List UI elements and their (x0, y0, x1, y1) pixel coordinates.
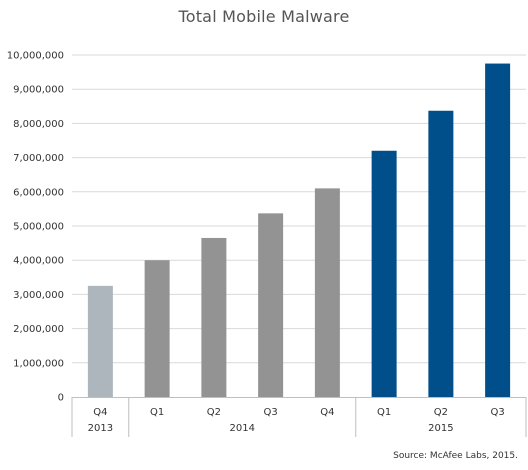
category-label: Q2 (207, 407, 221, 418)
y-tick-label: 8,000,000 (13, 119, 64, 130)
y-tick-label: 2,000,000 (13, 324, 64, 335)
category-label: Q2 (434, 407, 448, 418)
y-tick-label: 4,000,000 (13, 256, 64, 267)
bar (258, 213, 284, 397)
bar (314, 188, 340, 397)
y-tick-label: 1,000,000 (13, 358, 64, 369)
y-tick-label: 10,000,000 (7, 51, 64, 62)
category-label: Q3 (264, 407, 278, 418)
chart-title: Total Mobile Malware (178, 7, 350, 26)
bar (144, 260, 170, 397)
category-label: Q3 (491, 407, 505, 418)
category-label: Q1 (377, 407, 391, 418)
bar (485, 63, 511, 398)
bar (87, 285, 113, 397)
group-label: 2014 (230, 423, 255, 434)
y-tick-label: 0 (58, 393, 64, 404)
y-tick-label: 3,000,000 (13, 290, 64, 301)
x-axis: Q4 Q1 Q2 Q3 Q4 Q1 Q2 Q3 2013 2014 2015 (71, 397, 527, 437)
bar (201, 237, 227, 397)
group-label: 2013 (88, 423, 113, 434)
bar (428, 110, 454, 397)
group-label: 2015 (428, 423, 453, 434)
source-note: Source: McAfee Labs, 2015. (393, 451, 518, 461)
y-tick-label: 9,000,000 (13, 85, 64, 96)
category-label: Q1 (150, 407, 164, 418)
category-label: Q4 (93, 407, 107, 418)
y-tick-label: 6,000,000 (13, 187, 64, 198)
y-tick-label: 7,000,000 (13, 153, 64, 164)
bars (87, 63, 511, 398)
y-axis-ticks: 0 1,000,000 2,000,000 3,000,000 4,000,000 5,0… (7, 51, 64, 404)
category-label: Q4 (320, 407, 334, 418)
gridlines (72, 54, 526, 364)
y-tick-label: 5,000,000 (13, 222, 64, 233)
bar (371, 150, 397, 397)
